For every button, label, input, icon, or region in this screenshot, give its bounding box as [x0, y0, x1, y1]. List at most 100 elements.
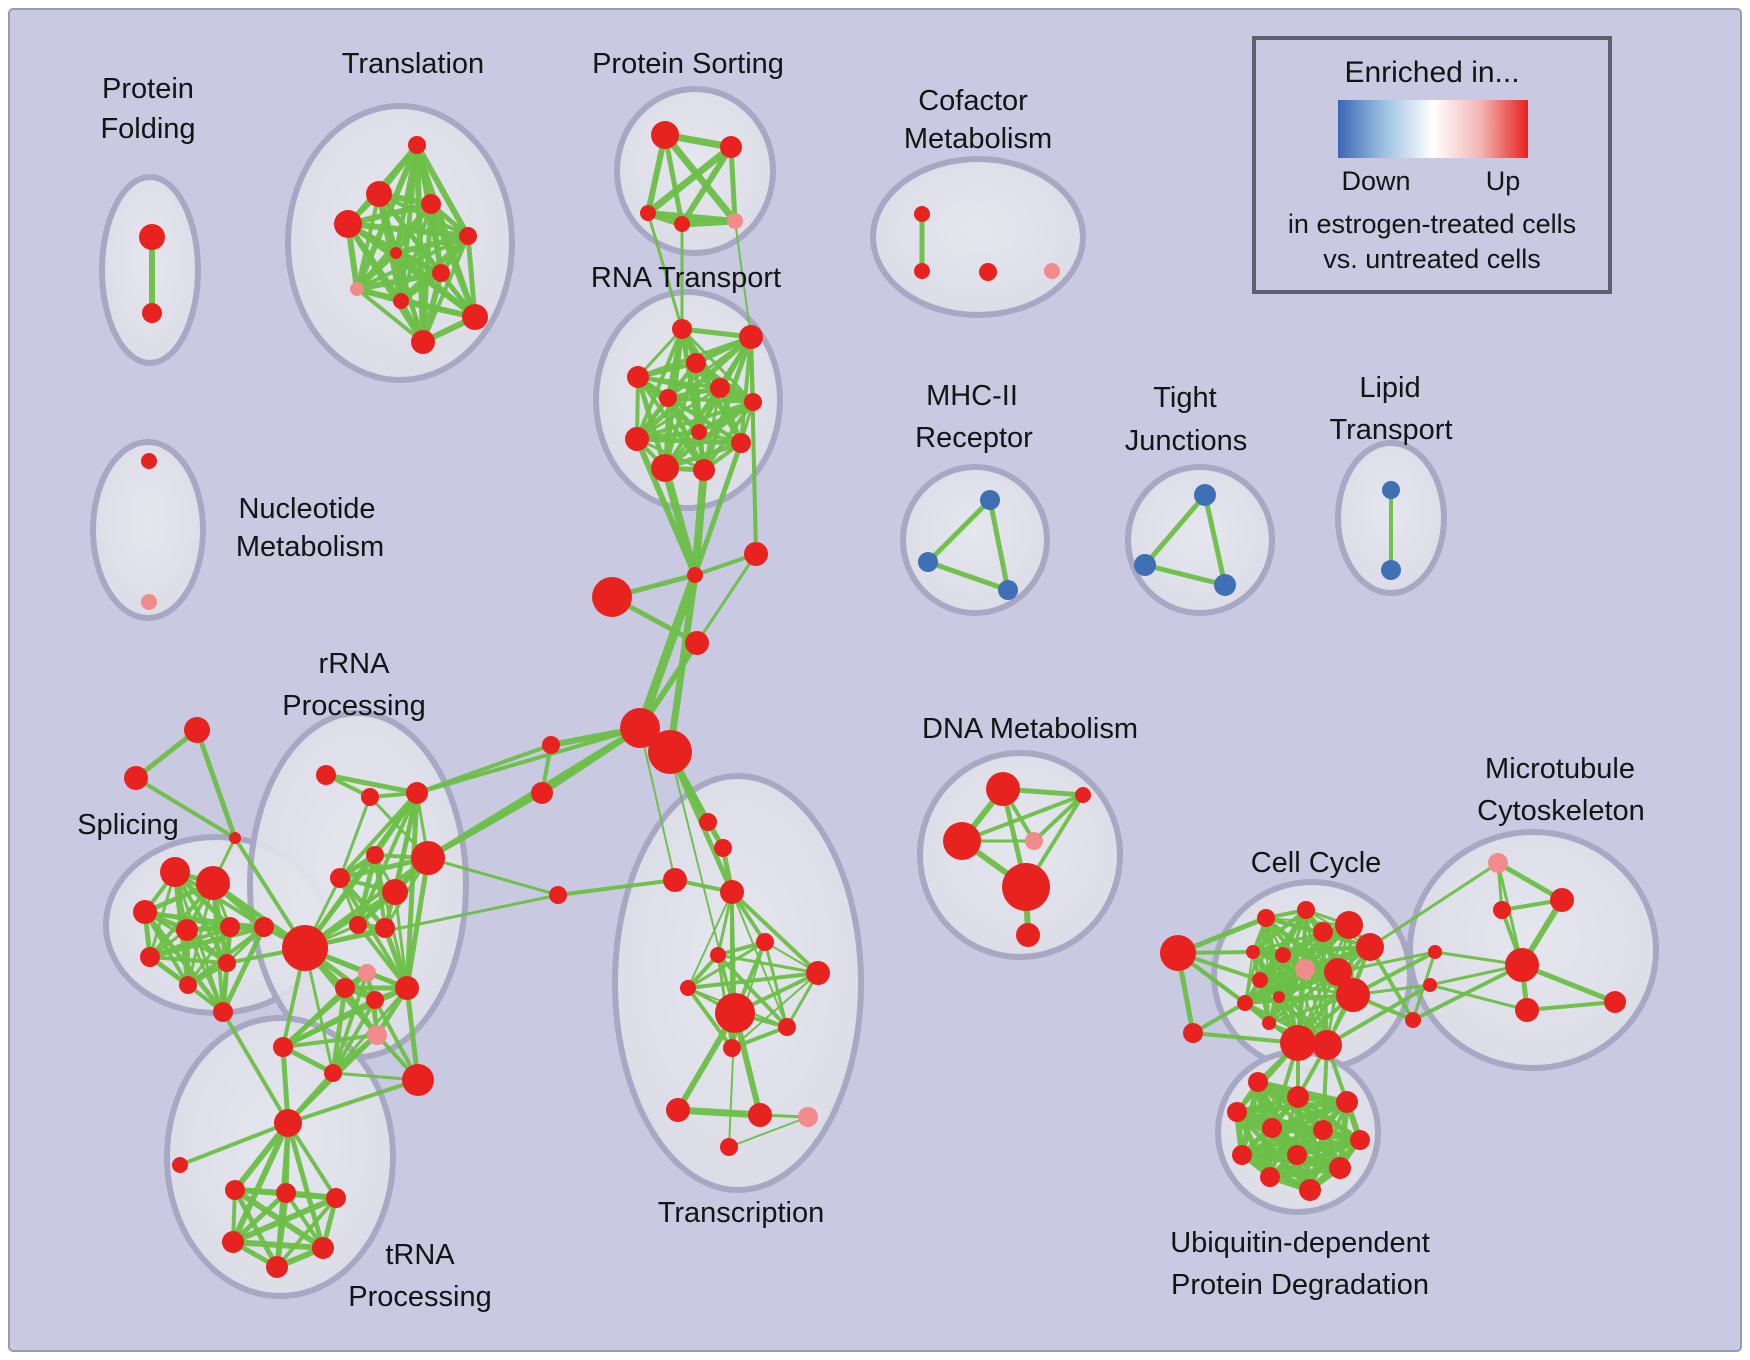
- edge-TNh-TN0: [179, 1121, 289, 1167]
- node-C5: [1313, 922, 1333, 942]
- node-T6: [390, 247, 402, 259]
- node-M1: [687, 567, 703, 583]
- edge-SP10-TNh: [221, 1010, 290, 1125]
- edge-RT9-RT12: [636, 437, 705, 472]
- legend-title: Enriched in...: [1344, 56, 1519, 89]
- node-C19: [1405, 1012, 1421, 1028]
- cluster-label-nucleotide-metabolism-line1: Nucleotide: [238, 493, 375, 525]
- edge-SP7-SP9: [149, 955, 228, 965]
- edge-MT8-MT6: [1429, 983, 1528, 1012]
- node-RT10: [731, 433, 751, 453]
- node-TJ2: [1134, 554, 1156, 576]
- cluster-label-rrna-processing-line2: Processing: [282, 690, 425, 722]
- node-R9: [375, 918, 395, 938]
- edge-TN3-TN4: [231, 1195, 338, 1245]
- node-CF1: [914, 206, 930, 222]
- cluster-label-cofactor-metabolism-line2: Metabolism: [904, 123, 1052, 155]
- node-CF3: [979, 263, 997, 281]
- node-MH1: [980, 490, 1000, 510]
- cluster-label-ubiquitin-dependent-protein-degradation-line2: Protein Degradation: [1171, 1269, 1429, 1301]
- edge-R2-R5: [338, 796, 372, 879]
- node-R11: [335, 978, 355, 998]
- node-TJ3: [1214, 574, 1236, 596]
- edge-T4-T5: [347, 221, 469, 239]
- node-T7: [432, 264, 450, 282]
- edge-R7-R12: [393, 891, 409, 989]
- node-R8: [349, 916, 367, 934]
- node-MT7: [1604, 991, 1626, 1013]
- node-C3: [1257, 909, 1275, 927]
- node-C15: [1262, 1016, 1276, 1030]
- node-M5: [620, 708, 660, 748]
- edge-M7-R3: [416, 743, 552, 795]
- edge-TJ1-TJ2: [1143, 493, 1207, 567]
- node-C2: [1183, 1023, 1203, 1043]
- edge-TN4-TN5: [232, 1239, 324, 1251]
- node-T4: [334, 210, 362, 238]
- node-C12: [1324, 958, 1352, 986]
- edge-SP3-SP10: [143, 910, 225, 1014]
- edge-RT7-RT9: [636, 400, 754, 441]
- node-D4: [1025, 832, 1043, 850]
- edge-C7-MT1: [1369, 861, 1499, 949]
- edge-TR12-TR13: [677, 1106, 761, 1119]
- cluster-label-microtubule-cytoskeleton-line2: Cytoskeleton: [1477, 795, 1645, 827]
- edge-TN2-TN4: [231, 1191, 288, 1244]
- node-M8: [531, 782, 553, 804]
- cluster-label-cell-cycle: Cell Cycle: [1251, 847, 1382, 879]
- edge-PS4-PS5: [681, 217, 736, 228]
- node-U6: [1313, 1120, 1333, 1140]
- node-TN4: [222, 1231, 244, 1253]
- cluster-label-trna-processing-line1: tRNA: [385, 1239, 455, 1271]
- node-C8: [1246, 945, 1260, 959]
- nodes-layer: [124, 121, 1626, 1278]
- node-TN2: [276, 1183, 296, 1203]
- edge-M5-TR3: [639, 727, 676, 881]
- node-RT6: [710, 378, 730, 398]
- legend-down-label: Down: [1341, 166, 1410, 196]
- node-T5: [459, 227, 477, 245]
- node-TR4: [720, 880, 744, 904]
- node-D6: [1016, 923, 1040, 947]
- cluster-label-tight-junctions-line2: Junctions: [1125, 425, 1248, 457]
- cluster-ellipse-trna-processing: [164, 1015, 396, 1299]
- cluster-label-transcription: Transcription: [658, 1197, 825, 1229]
- node-U10: [1329, 1157, 1351, 1179]
- node-PS3: [640, 205, 656, 221]
- edge-TR6-TR8: [717, 953, 819, 975]
- edge-RT9-RT10: [636, 436, 742, 446]
- node-RT1: [672, 319, 692, 339]
- edge-PS2-PS4: [679, 145, 734, 226]
- node-U1: [1248, 1072, 1268, 1092]
- edge-TN1-TN6: [232, 1188, 280, 1269]
- edge-PS2-PS5: [728, 146, 738, 222]
- edge-TR10-TR11: [731, 1025, 788, 1050]
- cluster-ellipse-nucleotide-metabolism: [90, 439, 206, 621]
- edge-MH1-MH3: [987, 499, 1011, 591]
- node-M9: [549, 886, 567, 904]
- edge-RT6-RT9: [636, 386, 721, 441]
- node-U4: [1227, 1102, 1247, 1122]
- node-R7: [382, 879, 408, 905]
- edge-D2-D4: [1032, 793, 1085, 843]
- edge-RT7-RT12: [702, 400, 755, 472]
- node-U7: [1350, 1130, 1370, 1150]
- node-T8: [350, 282, 364, 296]
- node-R6: [411, 841, 445, 875]
- node-R16: [324, 1064, 342, 1082]
- edge-PS1-PS5: [662, 132, 738, 224]
- node-SP3: [133, 900, 157, 924]
- edge-T1-T5: [414, 143, 471, 238]
- cluster-ellipse-cofactor-metabolism: [870, 156, 1086, 318]
- node-SP10: [213, 1002, 233, 1022]
- legend-caption-line1: in estrogen-treated cells: [1288, 209, 1576, 239]
- node-U3: [1336, 1091, 1358, 1113]
- node-SP4: [176, 919, 198, 941]
- edge-MT1-MT2: [1496, 860, 1564, 903]
- edge-U10-U11: [1269, 1165, 1341, 1180]
- node-C9: [1275, 947, 1291, 963]
- node-RT9: [625, 427, 649, 451]
- node-S1: [184, 717, 210, 743]
- node-TR1: [699, 813, 717, 831]
- edge-R11-R16: [330, 987, 348, 1074]
